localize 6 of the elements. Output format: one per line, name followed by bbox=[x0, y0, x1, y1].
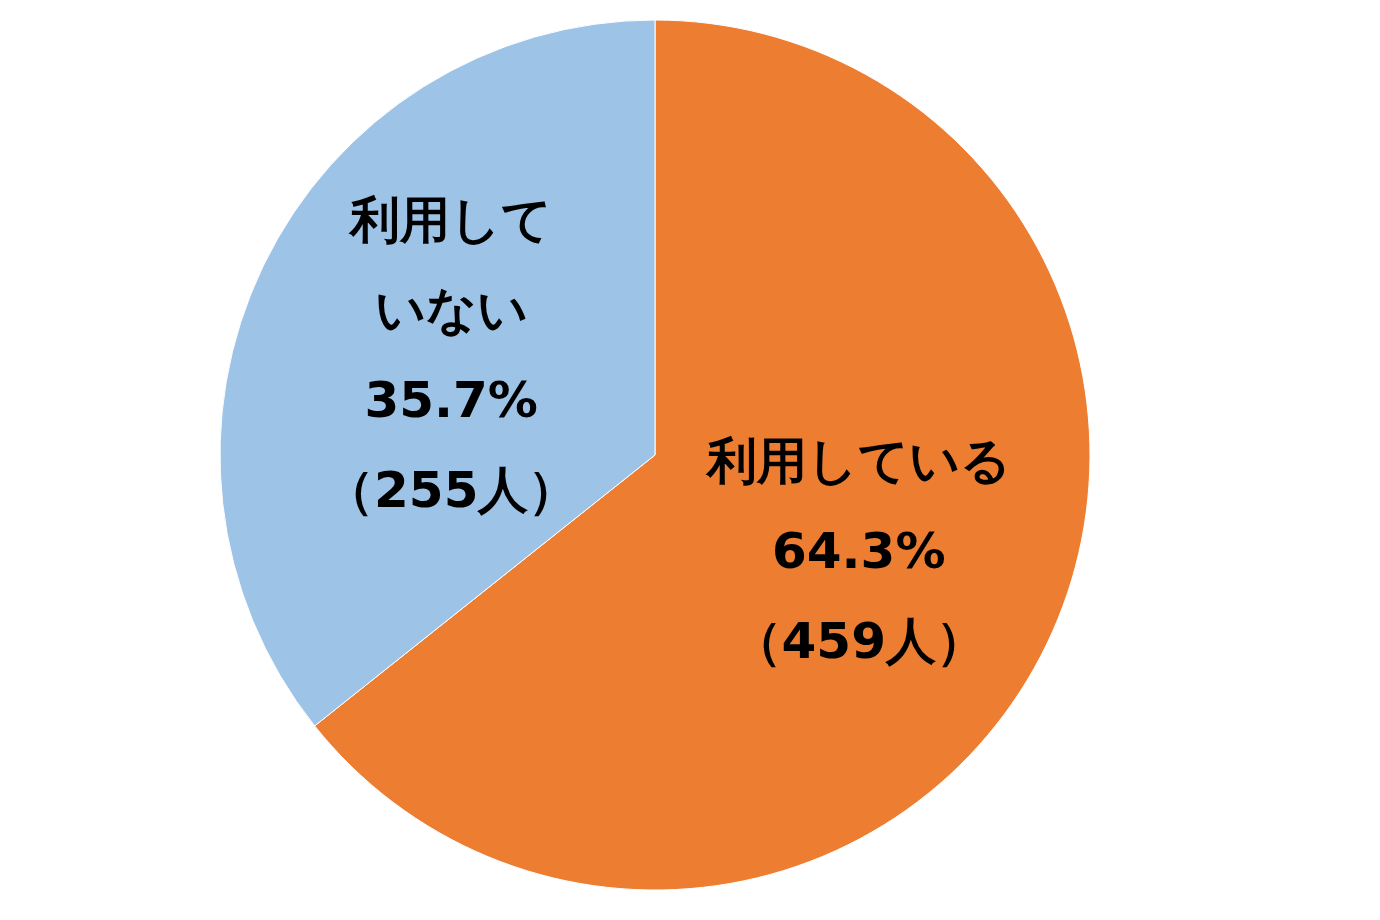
text: （255人） bbox=[324, 460, 579, 519]
text: （459人） bbox=[731, 612, 986, 671]
slice-label: 利用していない bbox=[348, 190, 553, 339]
data-label: 64.3% bbox=[772, 522, 946, 581]
data-label: 35.7% bbox=[364, 370, 538, 429]
slice-label: 利用している bbox=[704, 432, 1011, 491]
